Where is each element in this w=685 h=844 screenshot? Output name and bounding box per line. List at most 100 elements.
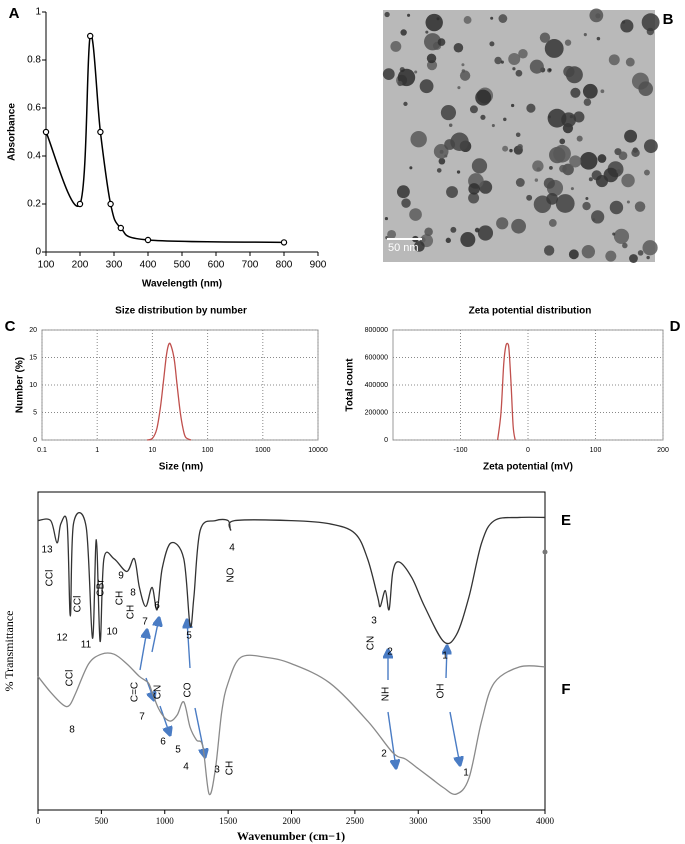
particle	[401, 198, 411, 208]
annotation: 1	[463, 768, 469, 779]
data-point	[86, 32, 94, 40]
y-axis-label: % Transmittance	[2, 611, 16, 692]
annotation: 7	[142, 617, 148, 628]
annotation: 5	[175, 745, 181, 756]
particle	[471, 158, 488, 174]
annotation: CH	[225, 761, 236, 775]
particles	[382, 8, 660, 263]
particle	[475, 89, 492, 106]
particle	[490, 16, 494, 20]
particle	[508, 53, 521, 66]
particle	[547, 108, 567, 128]
particle	[634, 201, 646, 212]
particle	[384, 217, 389, 221]
x-tick-label: 800	[276, 260, 293, 271]
annotation: CCl	[73, 596, 84, 613]
y-axis-label: Number (%)	[15, 357, 26, 413]
particle	[529, 59, 544, 74]
particle	[469, 105, 478, 114]
y-tick-label: 0.2	[27, 199, 41, 210]
particle	[468, 183, 480, 195]
particle	[450, 132, 469, 151]
x-axis-label: Wavenumber (cm−1)	[237, 829, 345, 843]
particle	[515, 69, 523, 77]
particle	[583, 98, 592, 106]
particle	[426, 53, 437, 64]
particle	[384, 11, 390, 18]
data-line	[496, 342, 516, 441]
particle	[459, 70, 471, 81]
particle	[382, 68, 395, 80]
annotation: NH	[381, 687, 392, 701]
particle	[446, 186, 458, 198]
panel-label: B	[663, 11, 674, 28]
y-tick-label: 800000	[365, 327, 388, 334]
y-tick-label: 0.8	[27, 55, 41, 66]
annotation: 4	[183, 762, 189, 773]
data-line	[37, 512, 546, 645]
annotation: 10	[106, 627, 118, 638]
data-line	[146, 342, 192, 441]
particle	[461, 63, 465, 67]
x-tick-label: 100	[202, 447, 214, 454]
particle	[468, 192, 480, 204]
x-tick-label: 4000	[536, 816, 555, 826]
particle	[597, 154, 607, 163]
particle	[576, 135, 583, 142]
plot-frame	[37, 491, 546, 811]
particle	[629, 254, 638, 263]
particle	[396, 185, 410, 199]
y-tick-label: 600000	[365, 354, 388, 361]
particle	[498, 14, 508, 23]
particle	[626, 200, 630, 204]
particle	[582, 201, 591, 211]
annotation: 7	[139, 712, 145, 723]
x-tick-label: 700	[242, 260, 259, 271]
y-tick-label: 0.6	[27, 103, 41, 114]
particle	[544, 245, 555, 256]
x-tick-label: 100	[38, 260, 55, 271]
particle	[512, 67, 516, 71]
particle	[548, 68, 552, 72]
particle	[569, 114, 574, 119]
particle	[515, 132, 521, 138]
particle	[588, 177, 593, 182]
particle	[573, 111, 585, 123]
x-tick-label: 1	[95, 447, 99, 454]
particle	[581, 245, 596, 259]
data-point	[42, 128, 50, 136]
annotation: NO	[226, 567, 237, 582]
y-tick-label: 0	[33, 437, 37, 444]
particle	[409, 208, 422, 221]
data-point	[97, 128, 104, 136]
particle	[596, 36, 601, 41]
particle	[564, 39, 572, 46]
x-tick-label: 1000	[156, 816, 175, 826]
annotation: 6	[160, 737, 166, 748]
particle	[463, 16, 472, 24]
particle	[543, 177, 555, 189]
x-tick-label: 200	[657, 447, 669, 454]
particle	[643, 169, 650, 176]
x-tick-label: 0	[36, 816, 41, 826]
x-axis-label: Zeta potential (mV)	[483, 462, 573, 473]
chart-title: Size distribution by number	[115, 306, 247, 317]
data-line	[45, 34, 285, 244]
y-tick-label: 5	[33, 409, 37, 416]
particle	[515, 178, 525, 187]
particle	[613, 228, 630, 244]
y-tick-label: 0.4	[27, 151, 41, 162]
particle	[625, 57, 635, 67]
series-label: F	[561, 681, 570, 698]
arrow	[446, 646, 447, 679]
particle	[595, 174, 609, 188]
particle	[570, 87, 581, 98]
annotation: CN	[153, 685, 164, 699]
y-axis-label: Total count	[345, 358, 356, 412]
annotation: CN	[366, 636, 377, 650]
particle	[397, 80, 403, 87]
panel-label: D	[670, 318, 681, 335]
particle	[500, 60, 504, 64]
particle	[548, 219, 557, 227]
data-point	[76, 200, 84, 208]
